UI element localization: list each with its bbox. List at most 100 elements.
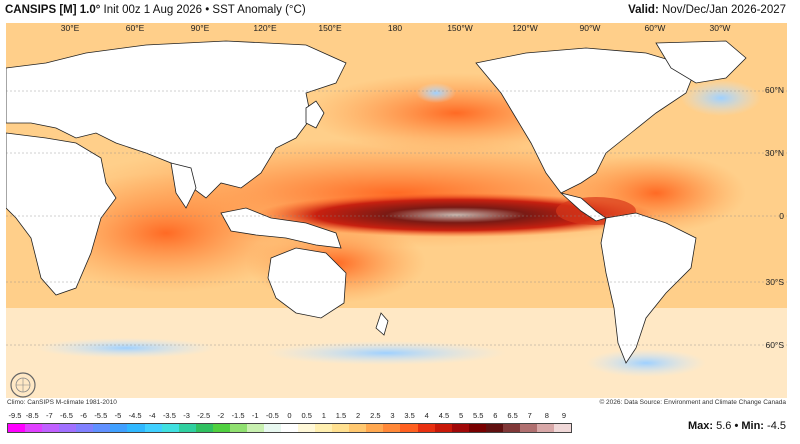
map-title: CANSIPS [M] 1.0° Init 00z 1 Aug 2026 • S… bbox=[5, 4, 306, 16]
colorbar-swatch bbox=[554, 424, 572, 432]
colorbar-label: 5.5 bbox=[473, 411, 484, 420]
longitude-label: 150°W bbox=[447, 23, 473, 33]
min-value: -4.5 bbox=[763, 420, 786, 432]
colorbar-swatch bbox=[366, 424, 384, 432]
colorbar-swatch bbox=[383, 424, 401, 432]
colorbar-label: -2 bbox=[217, 411, 225, 420]
longitude-label: 180 bbox=[387, 23, 403, 33]
header-bar: CANSIPS [M] 1.0° Init 00z 1 Aug 2026 • S… bbox=[0, 0, 800, 22]
colorbar-label: 8 bbox=[544, 411, 549, 420]
colorbar-swatch bbox=[468, 424, 486, 432]
colorbar-label: -7 bbox=[45, 411, 53, 420]
south-america-landmass bbox=[600, 212, 697, 364]
colorbar-label: -4.5 bbox=[128, 411, 142, 420]
colorbar-swatch bbox=[263, 424, 281, 432]
data-source-credit: © 2026: Data Source: Environment and Cli… bbox=[599, 399, 786, 406]
cool-region bbox=[416, 83, 456, 103]
colorbar-swatch bbox=[212, 424, 230, 432]
colorbar-label: -0.5 bbox=[265, 411, 279, 420]
colorbar-swatch bbox=[246, 424, 264, 432]
colorbar-swatch bbox=[110, 424, 128, 432]
colorbar-label: 3 bbox=[390, 411, 395, 420]
latitude-label: 30°N bbox=[765, 148, 784, 158]
colorbar-strip bbox=[7, 423, 572, 433]
colorbar-label: -9.5 bbox=[8, 411, 22, 420]
colorbar-label: -1.5 bbox=[231, 411, 245, 420]
latitude-label: 0 bbox=[779, 211, 784, 221]
colorbar-label: -8.5 bbox=[25, 411, 39, 420]
colorbar-swatch bbox=[8, 424, 26, 432]
colorbar-swatch bbox=[42, 424, 60, 432]
africa-landmass bbox=[6, 132, 117, 296]
colorbar-label: 6.5 bbox=[507, 411, 518, 420]
cool-region bbox=[681, 80, 761, 116]
max-label: Max: bbox=[687, 420, 714, 432]
latitude-label: 60°S bbox=[765, 340, 784, 350]
colorbar-label: 4 bbox=[424, 411, 429, 420]
latitude-label: 60°N bbox=[765, 85, 784, 95]
colorbar-label: 2 bbox=[356, 411, 361, 420]
colorbar-label: -2.5 bbox=[197, 411, 211, 420]
max-min-stats: Max: 5.6 • Min: -4.5 bbox=[688, 420, 786, 432]
longitude-label: 150°E bbox=[318, 23, 342, 33]
colorbar-label: 5 bbox=[458, 411, 464, 420]
greenland bbox=[655, 40, 747, 84]
cool-region bbox=[266, 341, 506, 365]
longitude-label: 30°W bbox=[709, 23, 731, 33]
cool-region bbox=[586, 349, 706, 377]
latitude-label: 30°S bbox=[765, 277, 784, 287]
india-landmass bbox=[170, 162, 197, 209]
sst-anomaly-map bbox=[6, 23, 787, 398]
colorbar-swatch bbox=[59, 424, 77, 432]
climo-note: Climo: CanSIPS M-climate 1981-2010 bbox=[7, 399, 117, 406]
longitude-label: 60°W bbox=[644, 23, 666, 33]
title-rest: Init 00z 1 Aug 2026 • SST Anomaly (°C) bbox=[100, 4, 306, 16]
colorbar-swatch bbox=[195, 424, 213, 432]
colorbar-label: -6.5 bbox=[60, 411, 73, 420]
colorbar-label: -3 bbox=[183, 411, 190, 420]
weatherbell-logo bbox=[10, 372, 36, 398]
longitude-label: 30°E bbox=[60, 23, 80, 33]
colorbar-swatch bbox=[178, 424, 196, 432]
valid-label: Valid: bbox=[628, 4, 659, 16]
colorbar-swatch bbox=[281, 424, 299, 432]
colorbar-swatch bbox=[536, 424, 554, 432]
colorbar-swatch bbox=[434, 424, 452, 432]
model-name: CANSIPS [M] 1.0° bbox=[5, 4, 101, 16]
colorbar-label: -3.5 bbox=[162, 411, 176, 420]
longitude-label: 60°E bbox=[125, 23, 145, 33]
valid-period: Valid: Nov/Dec/Jan 2026-2027 bbox=[628, 4, 786, 16]
colorbar-swatch bbox=[161, 424, 179, 432]
colorbar-label: 2.5 bbox=[370, 411, 381, 420]
colorbar-label: 3.5 bbox=[404, 411, 415, 420]
longitude-label: 90°E bbox=[190, 23, 210, 33]
australia-landmass bbox=[267, 247, 347, 319]
colorbar-label: 0 bbox=[287, 411, 292, 420]
longitude-label: 120°W bbox=[512, 23, 538, 33]
colorbar-swatch bbox=[127, 424, 145, 432]
colorbar-swatch bbox=[332, 424, 350, 432]
japan bbox=[305, 100, 325, 129]
colorbar-swatch bbox=[519, 424, 537, 432]
colorbar-swatch bbox=[229, 424, 247, 432]
new-zealand bbox=[375, 312, 389, 336]
colorbar-label: 1 bbox=[321, 411, 326, 420]
colorbar-swatch bbox=[417, 424, 435, 432]
colorbar-label: 9 bbox=[561, 411, 567, 420]
colorbar-label: -6 bbox=[80, 411, 87, 420]
colorbar-label: 6 bbox=[493, 411, 498, 420]
colorbar-label: -4 bbox=[148, 411, 156, 420]
colorbar-label: 1.5 bbox=[335, 411, 347, 420]
colorbar-label: 4.5 bbox=[438, 411, 450, 420]
colorbar-swatch bbox=[298, 424, 316, 432]
colorbar-swatch bbox=[76, 424, 94, 432]
colorbar-swatch bbox=[451, 424, 469, 432]
longitude-label: 90°W bbox=[579, 23, 601, 33]
colorbar-label: 7 bbox=[527, 411, 532, 420]
colorbar-label: 0.5 bbox=[301, 411, 312, 420]
eurasia-landmass bbox=[6, 40, 347, 199]
colorbar-swatch bbox=[400, 424, 418, 432]
colorbar-swatch bbox=[144, 424, 162, 432]
colorbar-label: -5.5 bbox=[94, 411, 108, 420]
min-label: • Min: bbox=[731, 420, 764, 432]
